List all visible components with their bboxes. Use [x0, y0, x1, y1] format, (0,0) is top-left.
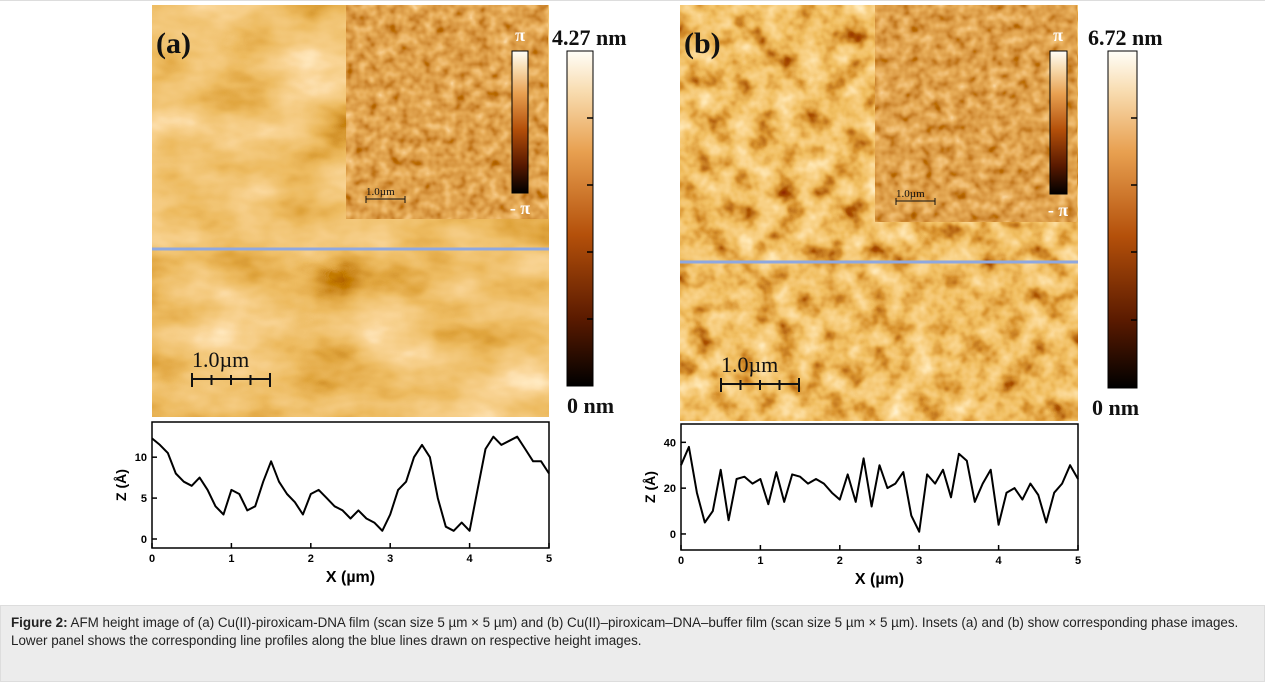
phase-min: - π [1048, 200, 1068, 220]
y-tick-label: 20 [664, 483, 676, 495]
colorbar-max: 4.27 nm [552, 25, 627, 50]
x-tick-label: 2 [837, 555, 843, 567]
profile-line [680, 445, 1079, 533]
x-tick-label: 0 [149, 553, 155, 565]
y-axis-label: Z (Å) [113, 469, 129, 501]
plot-frame [151, 421, 550, 549]
caption: Figure 2: AFM height image of (a) Cu(II)… [0, 605, 1265, 682]
phase-max: π [515, 25, 525, 45]
inset-scale-label: 1.0µm [896, 188, 925, 200]
panel-label: (b) [684, 27, 721, 60]
plot-frame [680, 423, 1079, 551]
x-tick-label: 0 [678, 555, 684, 567]
x-tick-label: 2 [308, 553, 314, 565]
panel-label: (a) [156, 27, 191, 60]
colorbar [1107, 50, 1138, 389]
phase-colorbar [511, 50, 529, 194]
inset-scale-label: 1.0µm [366, 186, 395, 198]
colorbar-min: 0 nm [567, 393, 614, 418]
panel-a: (a) 1.0µm π - π 1.0µm 4.27 nm 0 nm [152, 4, 627, 418]
scale-bar: 1.0µm [191, 347, 271, 387]
phase-inset [874, 4, 1078, 223]
colorbar-max: 6.72 nm [1088, 25, 1163, 50]
x-tick-label: 3 [916, 555, 922, 567]
scale-bar-label: 1.0µm [721, 352, 778, 377]
colorbar [566, 50, 594, 387]
scale-bar-label: 1.0µm [192, 347, 249, 372]
caption-label: Figure 2: [11, 615, 68, 630]
x-tick-label: 1 [757, 555, 763, 567]
x-tick-label: 5 [546, 553, 552, 565]
phase-colorbar [1049, 50, 1068, 195]
x-tick-label: 5 [1075, 555, 1081, 567]
phase-min: - π [510, 198, 530, 218]
x-tick-label: 4 [467, 553, 474, 565]
profile-line [151, 435, 550, 532]
y-tick-label: 0 [670, 529, 676, 541]
y-tick-label: 10 [135, 452, 147, 464]
panel-b: (b) 1.0µm π - π 1.0µm 6.72 nm 0 nm [680, 4, 1163, 421]
x-tick-label: 3 [387, 553, 393, 565]
x-axis-label: X (µm) [326, 569, 375, 586]
phase-max: π [1053, 25, 1063, 45]
x-tick-label: 4 [996, 555, 1003, 567]
y-tick-label: 0 [141, 534, 147, 546]
figure: (a) 1.0µm π - π 1.0µm 4.27 nm 0 nm (b) 1… [0, 0, 1265, 588]
colorbar-min: 0 nm [1092, 395, 1139, 420]
y-tick-label: 40 [664, 437, 676, 449]
scale-bar: 1.0µm [720, 352, 800, 392]
y-axis-label: Z (Å) [642, 471, 658, 503]
caption-text: AFM height image of (a) Cu(II)-piroxicam… [11, 615, 1239, 648]
x-tick-label: 1 [228, 553, 234, 565]
x-axis-label: X (µm) [855, 571, 904, 588]
y-tick-label: 5 [141, 493, 147, 505]
